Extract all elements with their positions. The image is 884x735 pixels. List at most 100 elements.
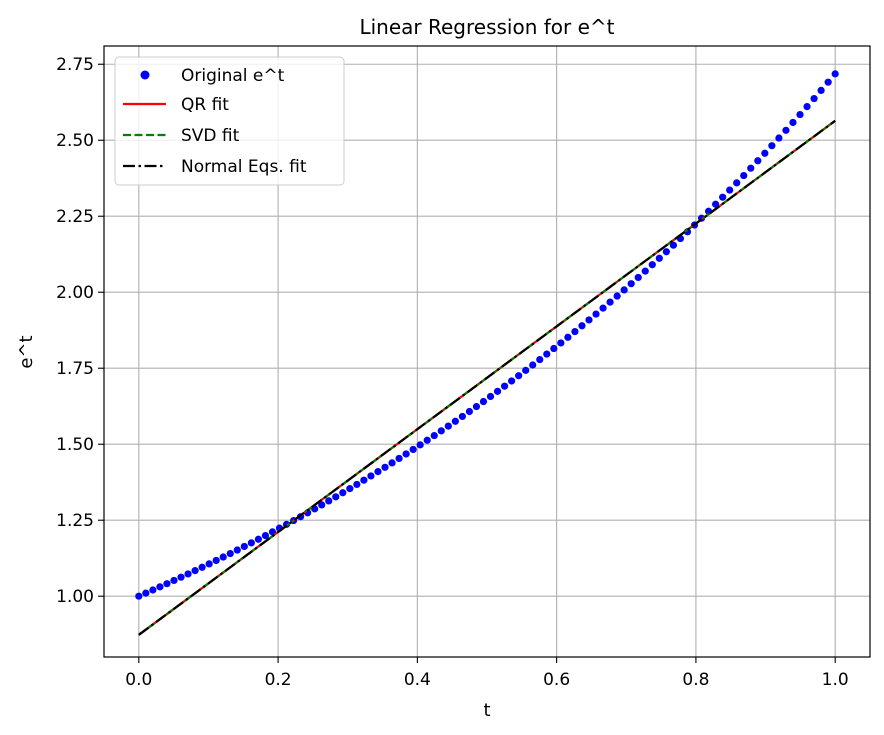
data-point [634, 273, 642, 282]
data-point [768, 142, 776, 150]
data-point [655, 254, 663, 262]
data-point [332, 493, 340, 501]
data-point [374, 468, 382, 476]
grid [104, 46, 870, 657]
data-point [761, 149, 769, 157]
data-point [669, 241, 678, 249]
data-point [810, 94, 818, 103]
data-point [170, 576, 178, 585]
x-tick-label: 0.0 [125, 670, 152, 690]
data-point [550, 344, 558, 353]
data-point [353, 480, 361, 489]
data-point [599, 304, 607, 312]
data-point [648, 261, 656, 269]
data-point [184, 570, 192, 578]
data-point [402, 450, 410, 458]
data-point [620, 286, 628, 294]
y-tick-label: 2.75 [56, 55, 94, 75]
y-tick-label: 2.50 [56, 131, 94, 151]
legend-marker-original [140, 70, 150, 80]
data-point [522, 366, 530, 374]
data-point [796, 110, 804, 119]
data-point [493, 387, 502, 395]
data-point [747, 164, 755, 172]
data-point [226, 549, 234, 558]
data-point [726, 186, 734, 194]
data-point [444, 422, 452, 430]
data-point [719, 193, 727, 201]
data-point [733, 179, 741, 187]
data-point [318, 501, 326, 509]
plot-area [135, 70, 839, 636]
data-point [775, 134, 783, 142]
data-point [627, 280, 635, 288]
data-point [451, 417, 459, 425]
data-point [585, 316, 593, 324]
data-point [247, 539, 255, 547]
data-point [240, 542, 248, 551]
data-point [430, 431, 438, 440]
data-point [515, 372, 523, 380]
data-point [381, 463, 389, 471]
data-point [578, 322, 586, 330]
x-tick-label: 0.6 [543, 670, 570, 690]
data-point [367, 472, 375, 480]
y-tick-label: 1.25 [56, 511, 94, 531]
legend-label-original: Original e^t [181, 66, 285, 86]
data-point [423, 436, 431, 444]
data-point [529, 361, 537, 369]
data-point [564, 333, 572, 341]
legend-label-svd: SVD fit [181, 126, 240, 146]
data-point [592, 310, 600, 318]
data-point [606, 298, 614, 306]
data-point [662, 248, 670, 256]
data-point [543, 350, 551, 358]
data-point [754, 157, 762, 165]
data-point [409, 445, 417, 454]
data-point [325, 497, 333, 505]
data-point [508, 377, 516, 385]
data-point [163, 580, 171, 588]
legend-label-qr: QR fit [181, 95, 229, 115]
data-point [212, 556, 220, 565]
data-point [465, 407, 474, 416]
y-tick-label: 1.75 [56, 359, 94, 379]
data-point [177, 573, 185, 581]
data-point [339, 489, 347, 497]
data-point [233, 546, 241, 554]
x-tick-label: 0.8 [682, 670, 709, 690]
data-point [437, 427, 445, 435]
data-point [782, 126, 790, 134]
data-point [254, 535, 262, 543]
chart-title: Linear Regression for e^t [359, 15, 614, 39]
axis-ticks: 0.0 0.2 0.4 0.6 0.8 1.0 1.00 1.25 1.50 1.75 2.00 2.… [56, 55, 849, 690]
y-tick-label: 2.25 [56, 207, 94, 227]
data-point [500, 382, 509, 390]
legend: Original e^t QR fit SVD fit Normal Eqs. … [114, 56, 345, 186]
x-axis-label: t [483, 700, 490, 721]
data-point [395, 454, 403, 463]
y-tick-label: 1.50 [56, 435, 94, 455]
fit-line-normal-eqs-fit [138, 119, 836, 636]
data-point [205, 560, 213, 568]
axes-frame [103, 45, 871, 658]
data-point [740, 171, 748, 180]
data-point [149, 586, 157, 594]
y-tick-label: 1.00 [56, 587, 94, 607]
data-point [261, 531, 270, 540]
data-point [388, 459, 396, 467]
legend-box [114, 56, 345, 186]
data-point [817, 86, 825, 95]
data-point [219, 553, 227, 561]
x-tick-label: 0.4 [404, 670, 431, 690]
x-tick-label: 0.2 [265, 670, 292, 690]
data-point [360, 476, 368, 484]
data-point [346, 485, 354, 493]
y-axis-label: e^t [16, 335, 37, 368]
data-point [712, 200, 720, 208]
legend-label-normal: Normal Eqs. fit [181, 157, 307, 177]
data-point [789, 118, 797, 127]
data-point [824, 78, 832, 86]
data-point [416, 441, 424, 449]
